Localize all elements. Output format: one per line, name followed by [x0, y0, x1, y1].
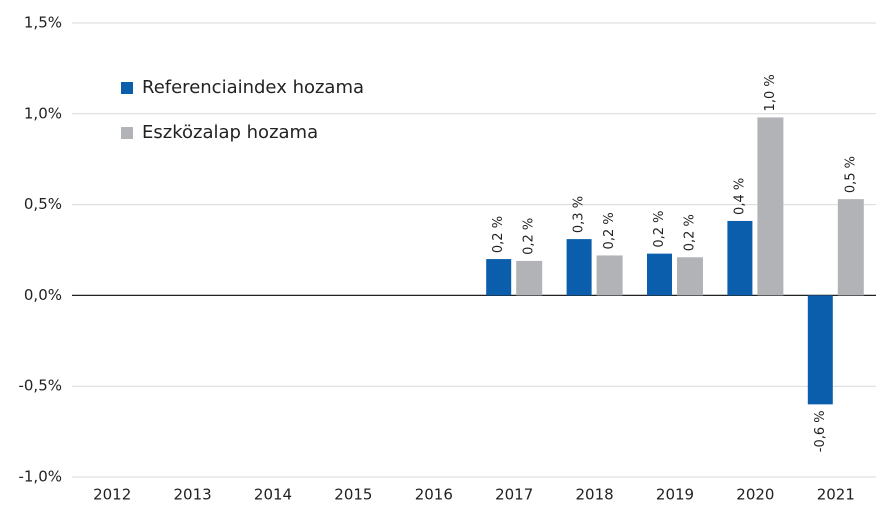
- value-label: 0,2 %: [652, 210, 667, 247]
- x-tick-label: 2016: [415, 486, 453, 504]
- x-tick-label: 2019: [656, 486, 694, 504]
- bar: [677, 257, 703, 296]
- bar: [647, 253, 672, 296]
- y-tick-label: 1,0%: [24, 104, 62, 122]
- y-tick-label: 0,0%: [24, 286, 62, 304]
- x-tick-label: 2014: [254, 486, 292, 504]
- x-tick-label: 2013: [174, 486, 212, 504]
- value-label: 1,0 %: [763, 74, 778, 111]
- value-label: 0,4 %: [732, 178, 747, 215]
- y-tick-label: 0,5%: [24, 195, 62, 213]
- bar: [596, 255, 623, 296]
- legend-label: Referenciaindex hozama: [142, 77, 364, 98]
- bar: [727, 220, 753, 296]
- y-tick-label: -1,0%: [18, 468, 62, 486]
- value-label: 0,5 %: [843, 156, 858, 193]
- x-tick-label: 2015: [334, 486, 372, 504]
- value-label: 0,2 %: [602, 212, 617, 249]
- x-tick-label: 2018: [576, 486, 614, 504]
- legend-label: Eszközalap hozama: [142, 122, 318, 143]
- legend-marker: [121, 82, 133, 94]
- bar: [837, 199, 864, 296]
- x-tick-label: 2021: [817, 486, 855, 504]
- bar: [807, 295, 833, 405]
- value-label: -0,6 %: [813, 410, 828, 452]
- x-tick-label: 2020: [736, 486, 774, 504]
- y-tick-label: 1,5%: [24, 14, 62, 32]
- value-label: 0,2 %: [683, 214, 698, 251]
- bar: [516, 260, 543, 296]
- x-tick-label: 2012: [93, 486, 131, 504]
- bar: [486, 259, 512, 296]
- value-label: 0,2 %: [522, 218, 537, 255]
- bar: [757, 117, 784, 296]
- value-label: 0,2 %: [491, 216, 506, 253]
- value-label: 0,3 %: [572, 196, 587, 233]
- bar: [566, 239, 592, 296]
- y-tick-label: -0,5%: [18, 377, 62, 395]
- legend-marker: [121, 127, 133, 139]
- x-tick-label: 2017: [495, 486, 533, 504]
